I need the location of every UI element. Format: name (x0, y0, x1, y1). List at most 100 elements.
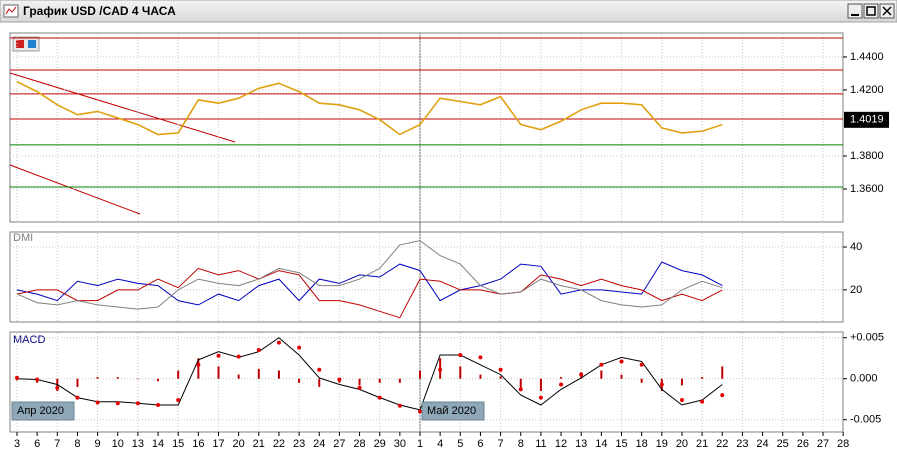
x-tick-label: 15 (172, 438, 184, 450)
signal-dot (458, 352, 463, 357)
x-tick-label: 13 (132, 438, 144, 450)
y-tick-label: 1.3800 (850, 150, 884, 162)
histogram-bar (298, 378, 301, 383)
x-tick-label: 25 (777, 438, 789, 450)
histogram-bar (721, 366, 724, 379)
current-price-box (844, 111, 889, 128)
signal-dot (256, 348, 261, 353)
y-tick-label: 20 (850, 284, 862, 296)
sell-icon[interactable] (16, 40, 24, 48)
signal-dot (35, 377, 40, 382)
x-tick-label: 20 (676, 438, 688, 450)
y-tick-label: -0.005 (850, 414, 881, 426)
histogram-bar (459, 366, 462, 379)
month-label: Апр 2020 (17, 405, 64, 417)
x-tick-label: 13 (575, 438, 587, 450)
signal-dot (15, 375, 19, 380)
signal-dot (619, 359, 624, 364)
window-buttons[interactable] (847, 3, 895, 19)
x-tick-label: 23 (736, 438, 748, 450)
panel-title: DMI (13, 232, 33, 244)
signal-dot (357, 385, 362, 390)
signal-dot (377, 395, 382, 400)
x-tick-label: 14 (152, 438, 164, 450)
signal-dot (720, 393, 725, 398)
signal-dot (679, 398, 684, 403)
x-tick-label: 28 (353, 438, 365, 450)
x-tick-label: 24 (313, 438, 325, 450)
x-tick-label: 4 (437, 438, 443, 450)
y-tick-label: 40 (850, 241, 862, 253)
x-tick-label: 11 (535, 438, 546, 450)
series-line (16, 240, 723, 310)
x-tick-label: 12 (555, 438, 567, 450)
panel-title: MACD (13, 334, 45, 346)
window-icon-line (5, 6, 17, 15)
signal-dot (75, 395, 80, 400)
histogram-bar (116, 377, 119, 379)
signal-dot (216, 353, 221, 358)
signal-dot (156, 402, 161, 407)
x-tick-label: 29 (374, 438, 386, 450)
trend-line (9, 72, 236, 143)
signal-dot (538, 395, 543, 400)
signal-dot (317, 367, 322, 372)
x-tick-label: 22 (716, 438, 728, 450)
histogram-bar (217, 366, 220, 379)
x-tick-label: 6 (477, 438, 483, 450)
y-tick-label: 0.000 (850, 373, 878, 385)
y-tick-label: 1.4400 (850, 51, 884, 63)
x-tick-label: 10 (112, 438, 124, 450)
signal-dot (337, 377, 342, 382)
dmi-panel (9, 231, 844, 323)
histogram-bar (318, 378, 321, 387)
signal-dot (397, 403, 402, 408)
macd-panel (9, 331, 844, 433)
series-line (16, 261, 723, 306)
close-glyph (882, 6, 892, 16)
histogram-bar (257, 368, 260, 379)
histogram-bar (419, 370, 421, 379)
histogram-bar (136, 378, 139, 380)
x-tick-label: 26 (797, 438, 809, 450)
signal-dot (276, 340, 281, 345)
signal-dot (518, 387, 523, 392)
title-bar (0, 0, 897, 23)
histogram-bar (560, 377, 563, 379)
series-line (16, 337, 723, 411)
x-tick-label: 22 (273, 438, 285, 450)
x-tick-label: 16 (192, 438, 204, 450)
signal-dot (559, 382, 564, 387)
x-tick-label: 28 (837, 438, 849, 450)
x-tick-label: 20 (233, 438, 245, 450)
signal-dot (438, 367, 443, 372)
histogram-bar (479, 374, 482, 379)
histogram-bar (197, 358, 200, 379)
y-tick-label: 1.3600 (850, 183, 884, 195)
x-tick-label: 8 (74, 438, 80, 450)
signal-dot (418, 409, 422, 414)
buy-icon[interactable] (28, 40, 36, 48)
histogram-bar (539, 378, 542, 392)
y-tick-label: 1.4200 (850, 84, 884, 96)
maximize-button[interactable] (863, 3, 879, 19)
month-label-box (421, 401, 485, 421)
histogram-bar (398, 378, 401, 383)
x-tick-label: 9 (95, 438, 101, 450)
series-line (16, 80, 723, 136)
x-tick-label: 27 (817, 438, 829, 450)
histogram-bar (519, 378, 522, 392)
signal-dot (196, 362, 201, 367)
histogram-bar (620, 374, 623, 379)
histogram-bar (640, 378, 643, 383)
signal-dot (639, 362, 644, 367)
histogram-bar (76, 378, 79, 387)
x-tick-label: 19 (656, 438, 668, 450)
histogram-bar (177, 370, 180, 379)
histogram-bar (358, 378, 361, 386)
signal-dot (135, 401, 140, 406)
month-label: Май 2020 (427, 405, 476, 417)
